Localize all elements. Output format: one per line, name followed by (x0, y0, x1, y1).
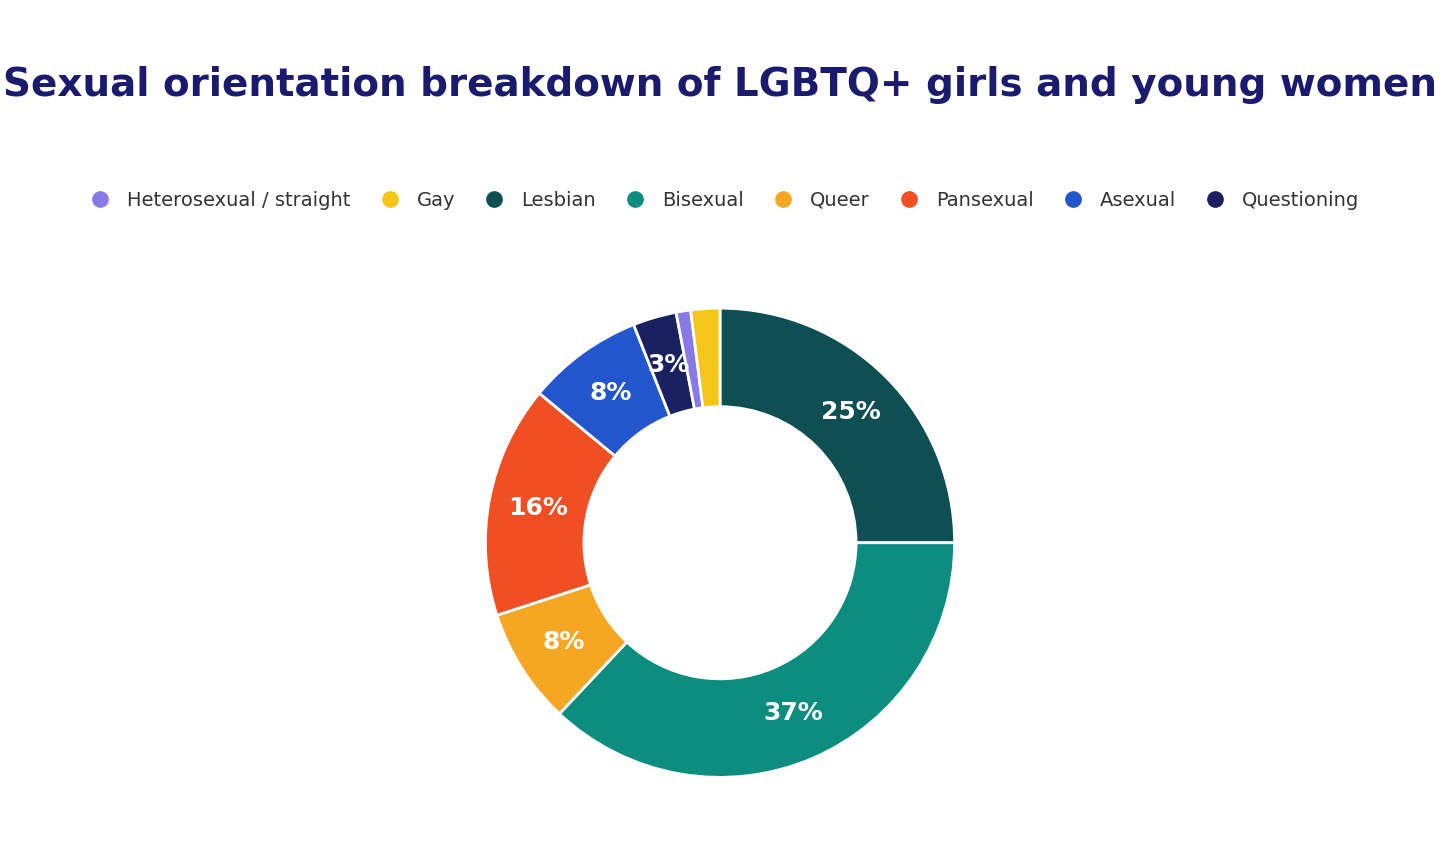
Wedge shape (675, 310, 703, 409)
Wedge shape (485, 393, 615, 615)
Text: 3%: 3% (647, 353, 690, 377)
Text: 8%: 8% (543, 630, 585, 654)
Wedge shape (691, 308, 720, 408)
Wedge shape (634, 312, 694, 416)
Text: 16%: 16% (508, 496, 567, 520)
Title: Sexual orientation breakdown of LGBTQ+ girls and young women: Sexual orientation breakdown of LGBTQ+ g… (3, 66, 1437, 104)
Wedge shape (497, 585, 626, 714)
Legend: Heterosexual / straight, Gay, Lesbian, Bisexual, Queer, Pansexual, Asexual, Ques: Heterosexual / straight, Gay, Lesbian, B… (73, 183, 1367, 218)
Text: 8%: 8% (590, 381, 632, 405)
Wedge shape (559, 543, 955, 777)
Wedge shape (539, 324, 670, 456)
Wedge shape (720, 308, 955, 543)
Text: 37%: 37% (763, 701, 824, 725)
Text: 25%: 25% (821, 400, 881, 424)
